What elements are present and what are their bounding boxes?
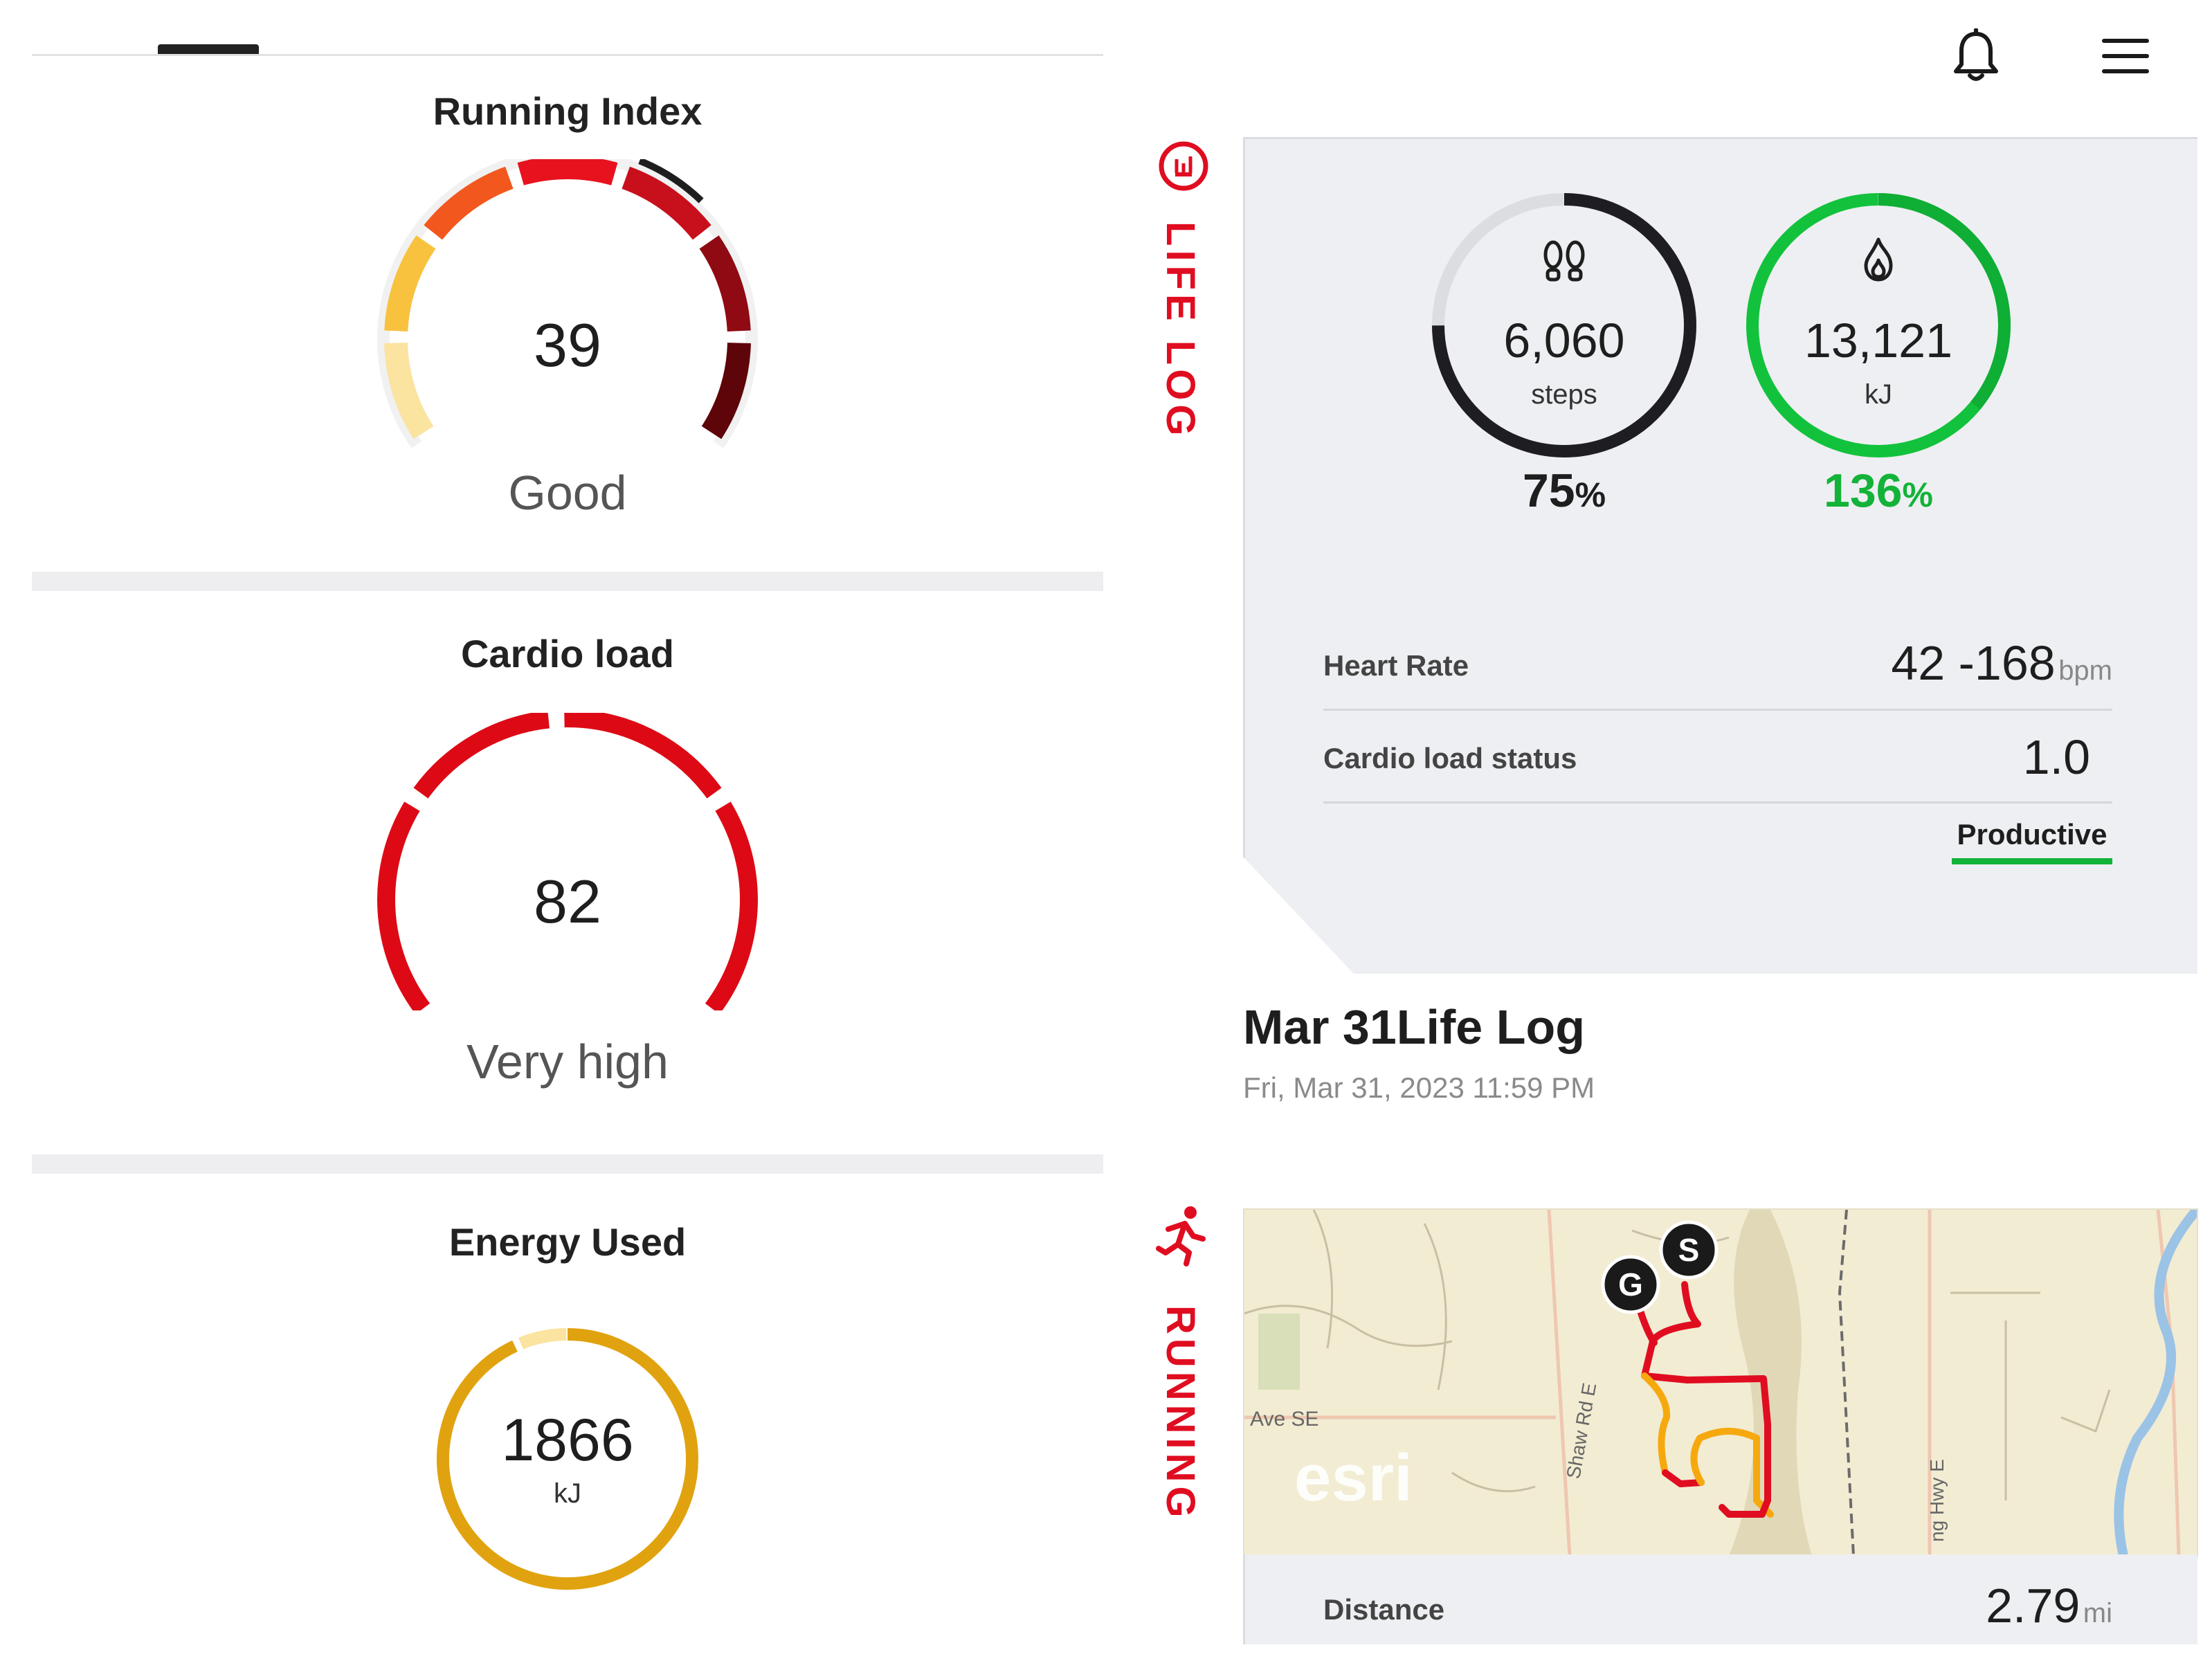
running-index-rating: Good	[508, 466, 627, 520]
heart-rate-label: Heart Rate	[1323, 649, 1469, 682]
lifelog-card[interactable]	[1243, 137, 2197, 974]
start-marker: S	[1659, 1220, 1719, 1280]
running-index-value: 39	[534, 311, 601, 379]
svg-text:S: S	[1678, 1232, 1700, 1268]
gauge-segment	[705, 801, 758, 1010]
energy-used-ring	[437, 1328, 698, 1590]
cardio-load-title: Cardio load	[460, 632, 675, 675]
gauge-segment	[384, 342, 434, 439]
svg-text:Ave SE: Ave SE	[1250, 1408, 1319, 1431]
flame-icon	[1864, 237, 1893, 282]
steps-value: 6,060	[1503, 314, 1625, 367]
svg-text:esri: esri	[1294, 1441, 1413, 1515]
gauge-segment	[413, 713, 550, 799]
energy-ring	[1746, 193, 2011, 457]
gauge-segment	[701, 342, 751, 439]
active-tab-indicator[interactable]	[158, 44, 259, 54]
energy-used-title: Energy Used	[448, 1220, 687, 1264]
steps-ring	[1432, 193, 1696, 457]
energy-used-unit: kJ	[554, 1478, 581, 1509]
energy-unit: kJ	[1865, 379, 1892, 410]
entry-title[interactable]: Mar 31Life Log	[1243, 1000, 1585, 1054]
gauge-segment	[699, 235, 751, 332]
cardio-status-label: Cardio load status	[1323, 742, 1577, 774]
energy-ring-remaining	[518, 1328, 567, 1350]
cardio-load-gauge	[377, 713, 758, 1010]
footsteps-icon	[1543, 240, 1585, 282]
steps-ring-progress	[1432, 193, 1696, 457]
heart-rate-value: 42 -168 bpm	[1891, 636, 2112, 690]
gauge-marker	[638, 159, 704, 203]
lifelog-icon	[1156, 138, 1211, 197]
gauge-segment	[564, 713, 722, 799]
section-divider	[32, 572, 1103, 591]
distance-row	[1243, 1554, 2197, 1644]
row-divider	[1323, 801, 2112, 804]
gauge-segment	[384, 235, 436, 332]
section-divider	[32, 1154, 1103, 1174]
distance-label: Distance	[1323, 1593, 1445, 1626]
gauge-segment	[517, 159, 618, 185]
svg-text:Shaw Rd E: Shaw Rd E	[1562, 1381, 1600, 1480]
running-icon	[1154, 1204, 1210, 1270]
steps-percent: 75%	[1522, 464, 1606, 517]
svg-text:ng Hwy E: ng Hwy E	[1926, 1459, 1948, 1542]
gauge-segment	[377, 801, 430, 1010]
bell-icon[interactable]	[1945, 25, 2007, 87]
cardio-status-value: 1.0	[2022, 730, 2090, 784]
cardio-status-badge: Productive	[1952, 818, 2112, 864]
row-divider	[1323, 709, 2112, 711]
menu-icon[interactable]	[2094, 25, 2157, 87]
cardio-load-value: 82	[534, 867, 601, 936]
entry-datetime: Fri, Mar 31, 2023 11:59 PM	[1243, 1071, 1595, 1104]
gauge-segment	[424, 166, 514, 240]
energy-value: 13,121	[1804, 314, 1953, 367]
distance-value: 2.79 mi	[1986, 1579, 2112, 1633]
route-map[interactable]: S G Ave SE Shaw Rd E ng Hwy E esri	[1243, 1208, 2198, 1557]
svg-text:G: G	[1618, 1267, 1643, 1303]
energy-ring-fill	[437, 1328, 698, 1590]
energy-ring-overflow	[1878, 193, 2011, 410]
gauge-track	[377, 159, 758, 448]
energy-percent: 136%	[1824, 464, 1933, 517]
steps-unit: steps	[1531, 379, 1597, 410]
running-index-title: Running Index	[433, 89, 702, 133]
running-index-gauge	[377, 159, 758, 448]
gauge-segment	[622, 166, 711, 240]
cardio-load-rating: Very high	[466, 1035, 669, 1089]
lifelog-side-label: LIFE LOG	[1158, 221, 1203, 440]
running-side-label: RUNNING	[1158, 1305, 1203, 1522]
goal-marker: G	[1601, 1255, 1660, 1314]
top-divider	[32, 54, 1103, 56]
energy-used-value: 1866	[501, 1407, 634, 1473]
